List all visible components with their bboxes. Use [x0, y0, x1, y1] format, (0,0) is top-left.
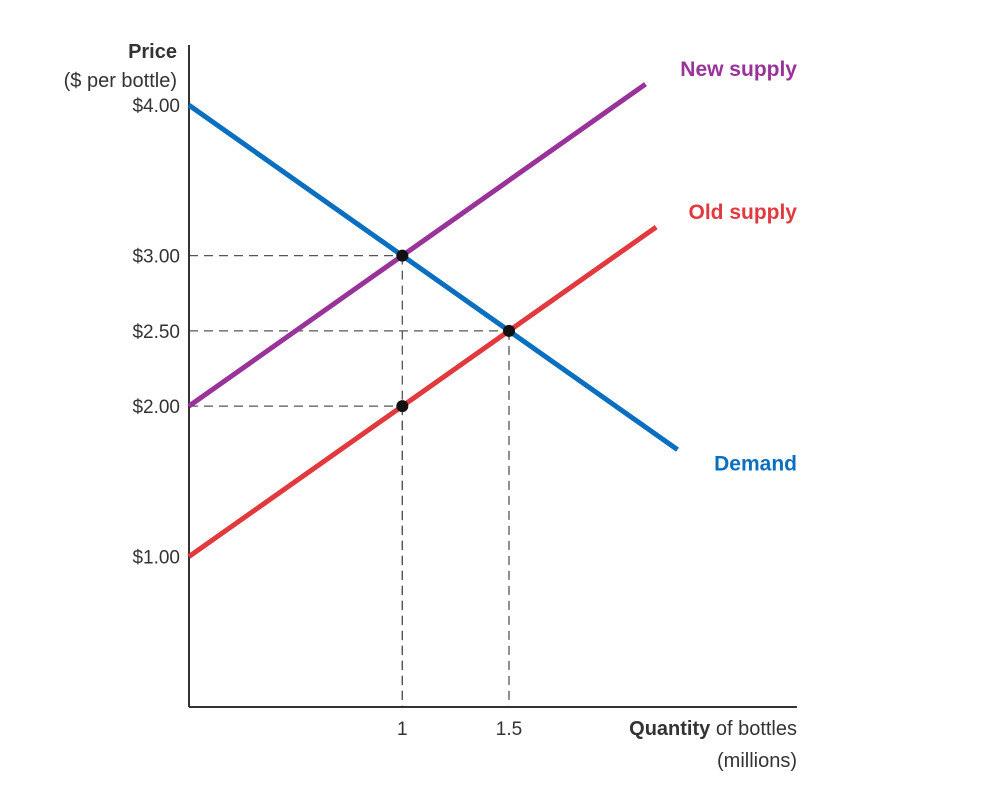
equilibrium-point [396, 249, 409, 262]
x-axis-title-bold: Quantity [629, 718, 711, 740]
demand-label: Demand [714, 453, 797, 476]
y-axis-title: Price [128, 41, 177, 63]
new-supply-label: New supply [680, 58, 797, 81]
x-axis-title: Quantity of bottles [629, 718, 797, 740]
y-axis-unit: ($ per bottle) [64, 70, 177, 92]
x-tick-label: 1.5 [496, 719, 522, 740]
x-tick-label: 1 [397, 719, 408, 740]
y-tick-label: $3.00 [132, 247, 180, 268]
old-supply-line [187, 225, 658, 559]
x-axis-title-rest: of bottles [710, 718, 797, 740]
y-tick-label: $4.00 [132, 96, 180, 117]
series-lines [187, 82, 679, 559]
new-supply-line [187, 82, 647, 409]
equilibrium-points [396, 249, 515, 413]
old-supply-label: Old supply [688, 201, 797, 224]
axes [188, 45, 797, 708]
y-tick-label: $1.00 [132, 548, 180, 569]
y-tick-label: $2.00 [132, 397, 180, 418]
equilibrium-point [503, 324, 515, 337]
x-axis-unit: (millions) [717, 750, 797, 772]
guide-lines [189, 254, 510, 707]
tick-labels: $4.00 $3.00 $2.50 $2.00 $1.00 1 1.5 [132, 96, 522, 740]
equilibrium-point [396, 400, 409, 413]
series-labels: New supply Old supply Demand [680, 58, 797, 476]
y-tick-label: $2.50 [132, 322, 180, 343]
demand-line [187, 103, 679, 452]
